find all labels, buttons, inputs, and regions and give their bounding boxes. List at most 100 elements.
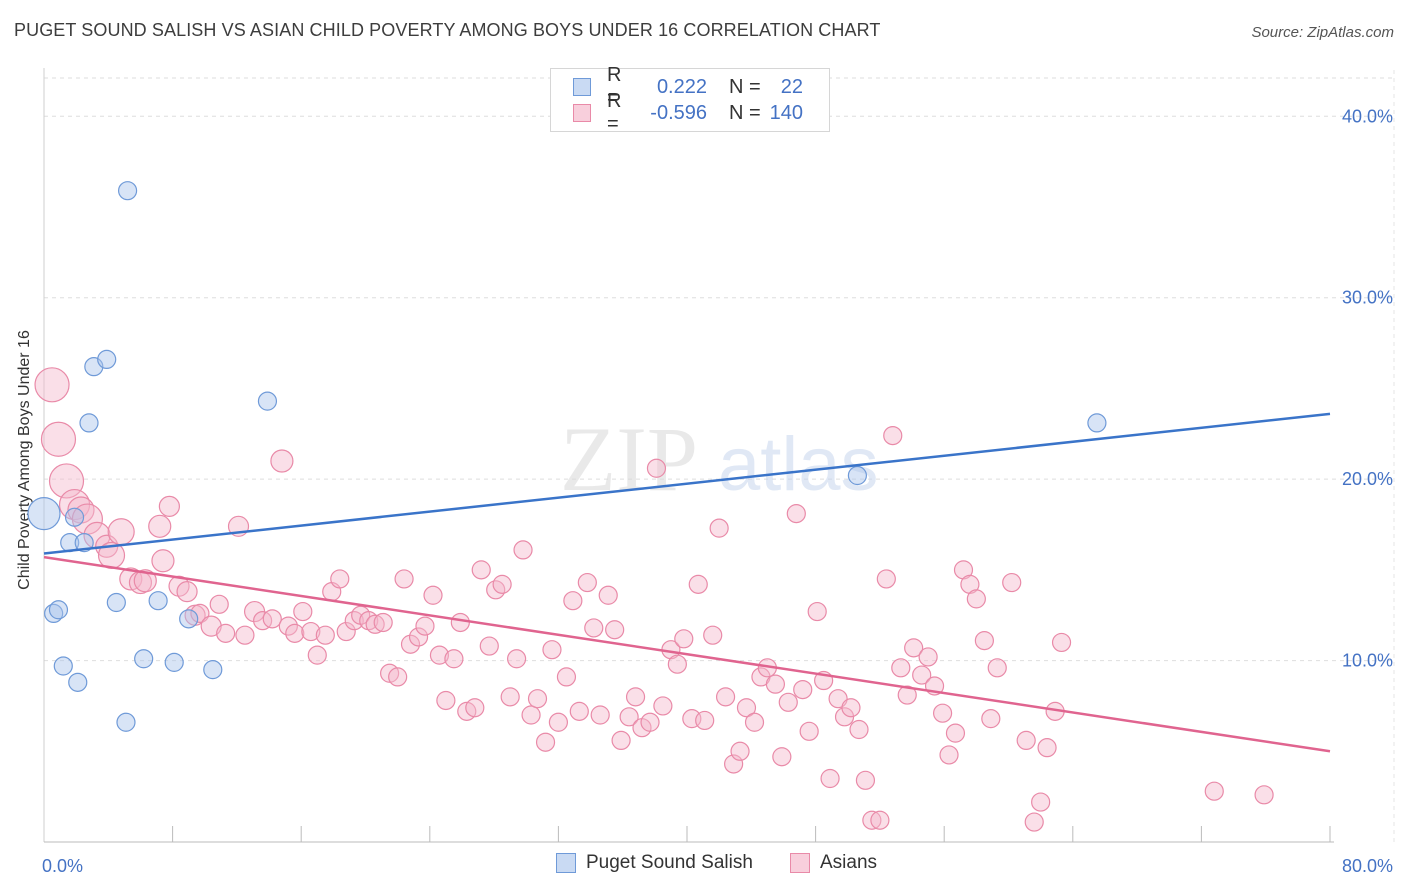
asians-point (415, 616, 435, 636)
asians-point (423, 585, 443, 605)
asians-point (301, 621, 321, 642)
legend-swatch-asians (573, 104, 591, 122)
asians-point (216, 623, 236, 643)
salish-point (117, 181, 138, 201)
legend-n-label: N = (729, 101, 761, 124)
x-tick-label: 0.0% (42, 856, 83, 876)
salish-point (27, 497, 61, 531)
asians-point (176, 581, 198, 603)
x-tick-label: 80.0% (1342, 856, 1393, 876)
asians-point (605, 620, 625, 640)
asians-point (492, 574, 512, 594)
axes (43, 68, 1334, 843)
asians-point (450, 612, 470, 633)
asians-point (667, 654, 687, 674)
asians-point (336, 621, 356, 642)
asians-point (1016, 730, 1036, 751)
asians-point (590, 705, 610, 725)
asians-point (807, 601, 827, 622)
asians-point (674, 629, 694, 649)
asians-point (500, 687, 520, 707)
legend-label-salish: Puget Sound Salish (586, 852, 753, 873)
asians-point (883, 426, 903, 446)
legend-label-asians: Asians (820, 852, 878, 873)
asians-point (133, 569, 157, 593)
asians-point (640, 712, 660, 732)
asians-point (471, 560, 491, 580)
asians-point (653, 696, 673, 716)
asians-point (849, 719, 869, 740)
asians-point (235, 625, 255, 645)
asians-point (793, 679, 813, 700)
asians-point (932, 703, 953, 723)
salish-point (64, 507, 85, 527)
asians-point (315, 625, 335, 645)
asians-point (1002, 572, 1022, 593)
asians-point (408, 627, 429, 647)
asians-point (253, 611, 273, 631)
asians-point (293, 601, 313, 622)
salish-point (97, 349, 117, 369)
legend-n-value: 140 (769, 101, 803, 124)
asians-point (436, 690, 456, 711)
asians-point (373, 612, 393, 633)
legend-item-asians: Asians (790, 852, 877, 874)
asians-point (876, 569, 896, 589)
asians-point (40, 421, 77, 457)
asians-point (730, 741, 750, 761)
asians-point (870, 810, 890, 830)
asians-point (278, 616, 298, 636)
salish-point (74, 533, 94, 553)
asians-point (799, 721, 819, 741)
asians-point (1031, 792, 1051, 812)
source-label: Source: ZipAtlas.com (1251, 24, 1394, 41)
salish-point (79, 413, 99, 433)
asians-point (270, 449, 294, 473)
asians-point (1051, 632, 1072, 653)
asians-point (709, 518, 729, 538)
asians-point (778, 692, 798, 712)
watermark-atlas: atlas (718, 422, 879, 507)
asians-point (262, 609, 282, 629)
watermark: ZIP atlas (560, 408, 879, 510)
asians-point (939, 745, 959, 765)
series-legend: Puget Sound Salish Asians (0, 852, 1406, 878)
asians-point (904, 638, 924, 658)
salish-point (179, 609, 199, 629)
salish-point (148, 591, 168, 611)
asians-point (736, 698, 757, 718)
legend-item-salish: Puget Sound Salish (556, 852, 753, 874)
salish-point (53, 656, 73, 676)
asians-point (772, 747, 792, 767)
asians-point (820, 768, 840, 789)
asians-point (107, 518, 135, 546)
y-tick-label: 20.0% (1342, 469, 1393, 489)
legend-r-value: 0.222 (656, 75, 707, 98)
trend-lines (43, 412, 1331, 753)
asians-point (744, 712, 765, 732)
asians-point (444, 649, 464, 669)
legend-swatch-salish (556, 853, 576, 873)
asians-point (1037, 738, 1057, 758)
salish-point (68, 672, 88, 692)
asians-point (855, 770, 876, 790)
salish-point (106, 592, 126, 613)
asians-point (918, 647, 938, 667)
asians-point (695, 710, 715, 731)
asians-point (429, 645, 450, 665)
asians-point (577, 572, 597, 593)
salish-point (116, 712, 136, 732)
asians-point (646, 458, 667, 478)
asians-point (1254, 785, 1274, 805)
legend-swatch-asians (790, 853, 810, 873)
salish-point (257, 391, 278, 411)
asians-point (148, 514, 172, 538)
asians-point (479, 636, 499, 656)
salish-point (203, 660, 223, 680)
asians-point (365, 614, 385, 634)
asians-points (34, 367, 1274, 832)
asians-point (569, 701, 589, 721)
asians-point (897, 685, 917, 705)
salish-point (847, 465, 867, 486)
asians-point (715, 687, 736, 707)
